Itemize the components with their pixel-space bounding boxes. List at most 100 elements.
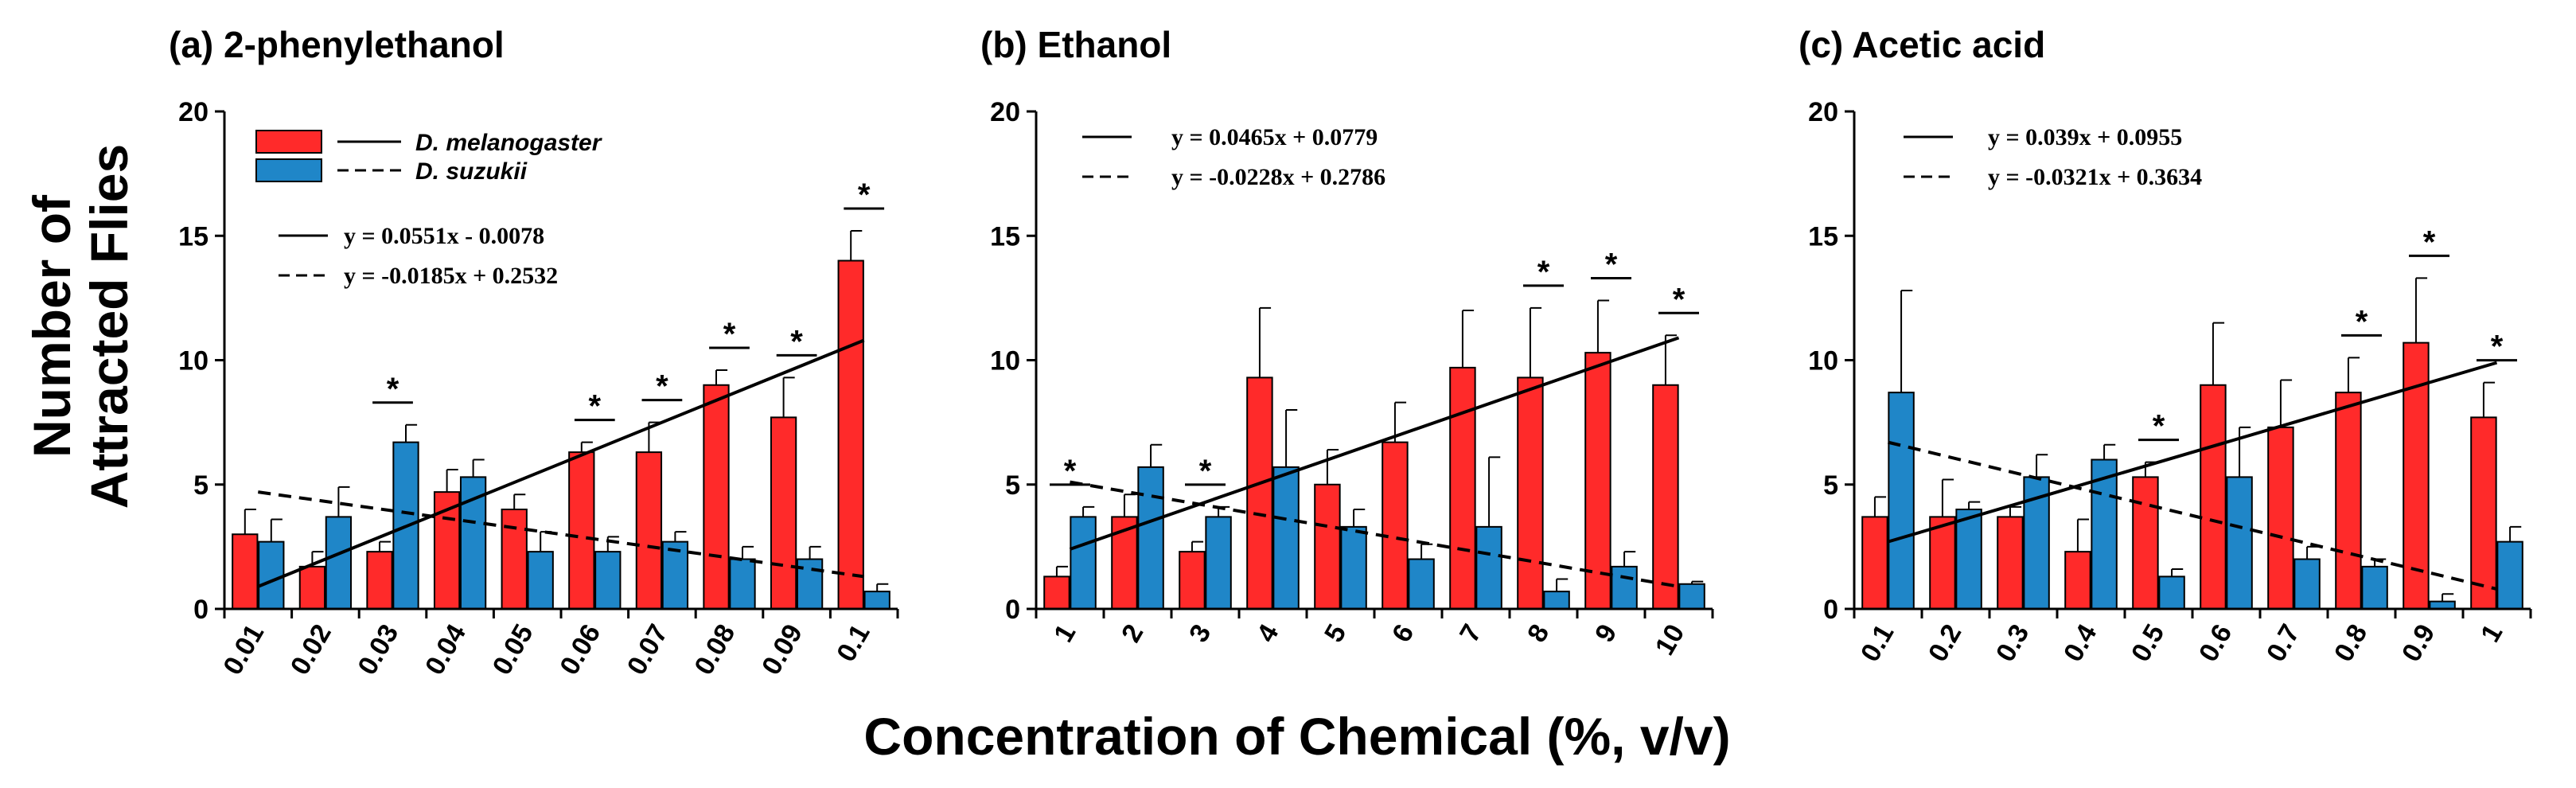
panel-c-y-tick-label-20: 20 bbox=[1808, 97, 1838, 127]
panel-b-x-tick-label-9: 9 bbox=[1589, 619, 1623, 647]
panel-c-bar-suzukii-8 bbox=[2361, 565, 2388, 610]
panel-a-sig-star-6: * bbox=[589, 389, 602, 424]
panel-c-x-tick-label-5: 0.5 bbox=[2126, 619, 2171, 667]
panel-a: (a) 2-phenylethanol * * * * * * 0 5 10 15 20 0.01 0… bbox=[169, 24, 899, 680]
panel-b-sig-star-8: * bbox=[1537, 255, 1550, 290]
panel-a-x-tick-label-3: 0.03 bbox=[352, 619, 404, 680]
panel-c-x-tick-label-10: 1 bbox=[2475, 619, 2508, 647]
panel-a-x-tick-label-1: 0.01 bbox=[217, 619, 270, 680]
panel-c-x-tick-label-3: 0.3 bbox=[1990, 619, 2036, 667]
panel-a-x-tick-label-6: 0.06 bbox=[554, 619, 606, 680]
panel-b-y-tick-label-5: 5 bbox=[1005, 470, 1020, 501]
panel-a-y-tick-label-0: 0 bbox=[193, 595, 208, 625]
panel-b-eq2: y = -0.0228x + 0.2786 bbox=[1171, 164, 1385, 190]
panel-a-title: (a) 2-phenylethanol bbox=[169, 24, 505, 65]
panel-a-bar-suzukii-7 bbox=[661, 540, 689, 610]
panel-a-y-tick-label-10: 10 bbox=[178, 346, 208, 376]
panel-c-significance: * * * * bbox=[2138, 224, 2517, 444]
panel-a-eq2: y = -0.0185x + 0.2532 bbox=[344, 263, 558, 289]
panel-a-x-tick-label-9: 0.09 bbox=[756, 619, 809, 680]
panel-a-y-tick-label-5: 5 bbox=[193, 470, 208, 501]
panel-b-bars bbox=[1043, 299, 1705, 610]
panel-b-x-tick-label-10: 10 bbox=[1650, 619, 1691, 661]
panel-a-x-tick-label-4: 0.04 bbox=[419, 619, 472, 680]
panel-c-x-tick-label-7: 0.7 bbox=[2261, 619, 2306, 667]
panel-b-sig-star-9: * bbox=[1605, 248, 1618, 283]
panel-b-bar-suzukii-8 bbox=[1543, 591, 1570, 610]
panel-b-bar-melanogaster-6 bbox=[1382, 441, 1409, 610]
panel-a-x-tick-label-10: 0.1 bbox=[831, 619, 876, 667]
panel-c-sig-star-9: * bbox=[2423, 224, 2436, 259]
legend: D. melanogaster D. suzukii bbox=[255, 130, 603, 185]
panel-a-x-tick-label-2: 0.02 bbox=[285, 619, 337, 680]
panel-b-bar-suzukii-3 bbox=[1205, 516, 1232, 610]
panel-c-sig-star-5: * bbox=[2153, 409, 2165, 444]
panel-a-bar-suzukii-8 bbox=[729, 558, 756, 610]
panel-c-bars bbox=[1861, 277, 2523, 610]
panel-c-bar-suzukii-2 bbox=[1955, 509, 1982, 610]
panel-b-significance: * * * * * bbox=[1050, 248, 1699, 489]
panel-c-y-tick-label-15: 15 bbox=[1808, 221, 1838, 252]
panel-c-trendline-suzukii bbox=[1888, 440, 2497, 591]
panel-a-eq1: y = 0.0551x - 0.0078 bbox=[344, 223, 544, 249]
panel-a-bar-suzukii-5 bbox=[527, 551, 554, 610]
panel-c-trendline-melanogaster bbox=[1887, 361, 2498, 544]
panel-a-bar-melanogaster-3 bbox=[366, 551, 393, 610]
panel-b-bar-suzukii-4 bbox=[1272, 466, 1300, 610]
panel-c-bar-suzukii-5 bbox=[2158, 575, 2185, 610]
y-axis-title-line2: Attracted Flies bbox=[80, 144, 138, 509]
panel-c-x-tick-label-9: 0.9 bbox=[2396, 619, 2442, 667]
panel-a-bar-suzukii-9 bbox=[796, 558, 824, 610]
panel-b-trendline-melanogaster bbox=[1069, 336, 1680, 551]
panel-c-bar-suzukii-6 bbox=[2226, 476, 2253, 610]
panel-b-eq1: y = 0.0465x + 0.0779 bbox=[1171, 124, 1378, 150]
panel-c-sig-star-10: * bbox=[2491, 330, 2504, 365]
panel-b-bar-suzukii-9 bbox=[1611, 565, 1638, 610]
panel-c-equations: y = 0.039x + 0.0955 y = -0.0321x + 0.363… bbox=[1904, 124, 2202, 190]
x-axis-title: Concentration of Chemical (%, v/v) bbox=[863, 707, 1730, 766]
panel-c-bar-melanogaster-3 bbox=[1997, 516, 2024, 610]
panel-c-bar-melanogaster-7 bbox=[2267, 426, 2294, 610]
panel-b-bar-suzukii-1 bbox=[1070, 516, 1097, 610]
panel-c-sig-star-8: * bbox=[2356, 304, 2368, 339]
panel-a-bar-suzukii-2 bbox=[325, 516, 353, 610]
panel-b-y-tick-label-20: 20 bbox=[990, 97, 1020, 127]
panel-b-equations: y = 0.0465x + 0.0779 y = -0.0228x + 0.27… bbox=[1082, 124, 1385, 190]
panel-a-sig-star-9: * bbox=[790, 324, 803, 359]
panel-c-x-tick-label-1: 0.1 bbox=[1855, 619, 1900, 667]
panel-a-y-tick-label-20: 20 bbox=[178, 97, 208, 127]
panel-c-bar-melanogaster-4 bbox=[2064, 551, 2091, 610]
panel-b-x-tick-label-2: 2 bbox=[1116, 619, 1149, 647]
panel-a-sig-star-7: * bbox=[656, 369, 668, 404]
panel-c-bar-suzukii-1 bbox=[1888, 392, 1915, 610]
panel-b-bar-melanogaster-7 bbox=[1449, 366, 1476, 610]
panel-a-bar-melanogaster-5 bbox=[501, 509, 528, 610]
panel-b-y-tick-label-15: 15 bbox=[990, 221, 1020, 252]
panel-c-bar-melanogaster-1 bbox=[1861, 516, 1888, 610]
panel-b-bar-suzukii-10 bbox=[1678, 583, 1705, 610]
panel-a-bar-melanogaster-2 bbox=[298, 565, 326, 610]
panel-a-x-tick-label-7: 0.07 bbox=[622, 619, 674, 680]
panel-b-trendlines bbox=[1069, 336, 1680, 588]
panel-c: (c) Acetic acid * * * * 0 5 10 15 20 0.1 0.2 0.3 0.… bbox=[1799, 24, 2532, 667]
panel-c-title: (c) Acetic acid bbox=[1799, 24, 2045, 65]
panel-a-bar-suzukii-6 bbox=[594, 551, 622, 610]
legend-swatch-suzukii bbox=[255, 158, 322, 182]
panel-c-x-tick-label-8: 0.8 bbox=[2329, 619, 2374, 667]
panel-b-y-tick-label-0: 0 bbox=[1005, 595, 1020, 625]
panel-a-trendlines bbox=[257, 338, 865, 588]
panel-b-sig-star-3: * bbox=[1199, 454, 1212, 489]
panel-b-x-tick-label-3: 3 bbox=[1183, 619, 1217, 647]
panel-c-bar-suzukii-4 bbox=[2091, 458, 2118, 610]
panel-b-sig-star-1: * bbox=[1064, 454, 1077, 489]
panel-a-bar-melanogaster-1 bbox=[232, 533, 259, 610]
panel-a-sig-star-3: * bbox=[387, 372, 399, 407]
panel-a-x-tick-label-8: 0.08 bbox=[688, 619, 741, 680]
panel-a-y-tick-label-15: 15 bbox=[178, 221, 208, 252]
panel-b-title: (b) Ethanol bbox=[980, 24, 1171, 65]
panel-b-x-tick-label-5: 5 bbox=[1319, 619, 1352, 647]
panel-c-bar-melanogaster-8 bbox=[2335, 392, 2362, 610]
panel-c-eq2: y = -0.0321x + 0.3634 bbox=[1988, 164, 2202, 190]
panel-b-bar-suzukii-5 bbox=[1340, 525, 1367, 610]
panel-a-bar-suzukii-1 bbox=[258, 540, 285, 610]
